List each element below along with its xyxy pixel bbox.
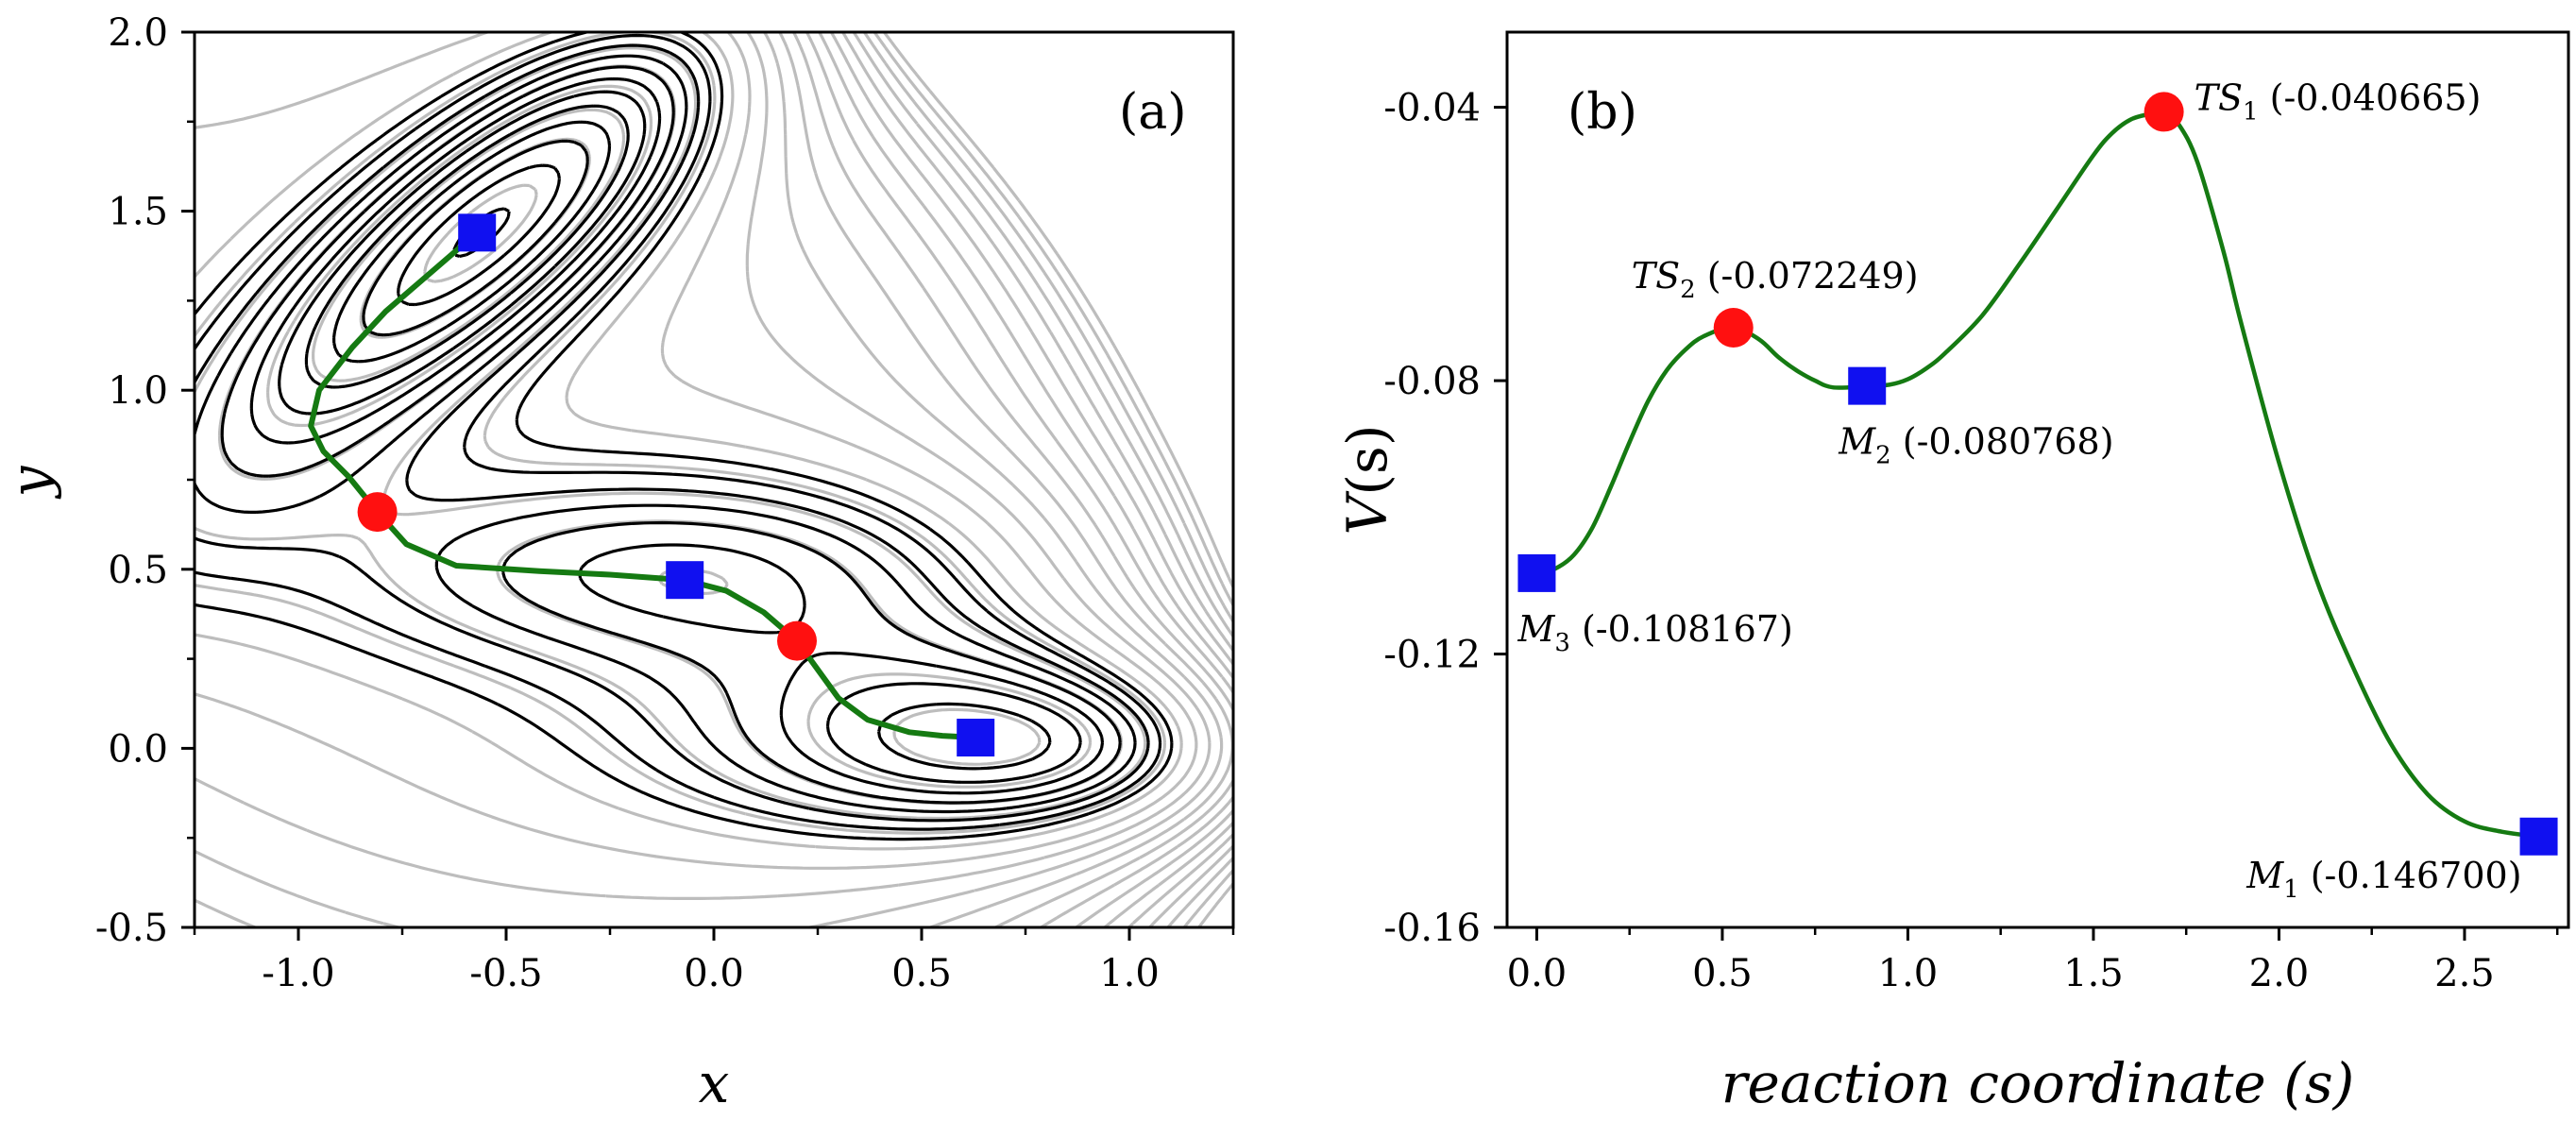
x-tick-label: 1.5 [2063,952,2124,995]
point-label-subscript: 1 [2243,97,2259,126]
point-label: M3 (-0.108167) [1517,608,1792,657]
minimum-marker [957,719,995,757]
point-label-subscript: 2 [1680,276,1696,304]
y-tick-label: -0.12 [1383,634,1481,677]
x-tick-label: 2.0 [2249,952,2310,995]
x-tick-label: 0.0 [1507,952,1568,995]
point-label-value: (-0.072249) [1696,255,1919,297]
contour-line-light [195,32,1233,927]
contour-line-light [829,32,1233,927]
x-axis-title: x [699,1051,730,1115]
contour-line-light [312,108,1042,766]
axis-ticks: -1.0 -0.5 0.0 0.5 1.0 -0.5 0.0 0.5 1.0 1.5 2.0 [95,11,1235,995]
point-annotations: M3 (-0.108167)TS2 (-0.072249)M2 (-0.0807… [1517,76,2521,903]
y-tick-label: -0.08 [1383,360,1481,403]
y-axis-title-main: V [1335,490,1399,535]
point-label: M1 (-0.146700) [2246,855,2521,904]
minimum-marker [1848,366,1887,405]
point-label-name: TS [2195,76,2243,118]
contour-line-light [791,32,1233,927]
y-tick-label: 0.5 [108,549,168,592]
point-label-subscript: 3 [1554,629,1570,657]
minimum-marker [666,561,704,600]
point-label-value: (-0.080768) [1891,421,2114,463]
point-label-name: M [1838,421,1876,463]
y-axis-title-arg: (s) [1335,425,1399,496]
contour-line-dark [397,163,561,307]
y-tick-label: -0.5 [95,907,168,950]
point-label-subscript: 2 [1875,442,1891,470]
panel-b-energy-profile: 0.0 0.5 1.0 1.5 2.0 2.5 -0.04 -0.08 -0.12 -0.16 (… [1335,30,2570,1115]
contour-line-light [852,32,1233,927]
contour-line-dashed [195,32,1174,841]
panel-a-contour-plot: -1.0 -0.5 0.0 0.5 1.0 -0.5 0.0 0.5 1.0 1.5 2.0 (a)… [0,11,1235,1115]
point-label: TS2 (-0.072249) [1632,255,1919,304]
x-tick-label: -0.5 [469,952,542,995]
point-label-subscript: 1 [2283,875,2299,904]
energy-curve-line [1535,109,2539,840]
contour-line-dark [304,104,1052,771]
energy-curve [1535,109,2539,840]
point-label-value: (-0.040665) [2259,76,2482,118]
contour-lines [195,32,1233,927]
saddle-marker [1713,307,1754,348]
x-tick-label: 2.5 [2434,952,2495,995]
x-tick-label: 1.0 [1099,952,1160,995]
point-label-value: (-0.146700) [2299,855,2522,896]
axis-ticks: 0.0 0.5 1.0 1.5 2.0 2.5 -0.04 -0.08 -0.12 -0.16 [1383,87,2559,995]
contour-line-dark [220,65,1122,805]
contour-line-light [195,32,1167,835]
panel-label-b: (b) [1568,84,1637,141]
contour-line-dark [195,43,1150,823]
y-axis-title: V(s) [1335,425,1399,535]
contour-line-light [805,32,1233,927]
contour-line-light [840,32,1233,927]
saddle-marker [357,492,398,533]
contour-line-light [882,32,1233,927]
reaction-path-line [308,229,979,740]
contour-line-light [195,32,1183,851]
point-label-name: M [2246,855,2284,896]
saddle-marker [2144,92,2184,132]
contour-line-light [817,32,1233,927]
contour-line-light [195,32,1224,927]
y-tick-label: -0.16 [1383,907,1481,950]
panel-label-a: (a) [1119,84,1187,141]
stationary-points [357,213,995,757]
reaction-path [308,229,979,740]
minimum-marker [1517,553,1556,592]
y-tick-label: 1.5 [108,191,168,234]
contour-line-light [862,32,1233,927]
y-tick-label: 1.0 [108,369,168,413]
x-axis-title: reaction coordinate (s) [1721,1051,2354,1115]
point-label-name: M [1517,608,1555,650]
x-tick-label: 1.0 [1878,952,1939,995]
stationary-points [1517,92,2558,856]
contour-line-light [195,32,1198,870]
contour-line-dark [195,33,1162,831]
contour-line-light [195,32,1212,900]
contour-line-dark [362,139,589,337]
minimum-marker [2519,817,2558,856]
point-label: TS1 (-0.040665) [2195,76,2482,126]
y-tick-label: 2.0 [108,11,168,55]
point-label: M2 (-0.080768) [1838,421,2113,470]
contour-line-dark [278,90,1082,784]
y-tick-label: 0.0 [108,727,168,771]
x-tick-label: -1.0 [262,952,334,995]
x-tick-label: 0.5 [891,952,952,995]
x-tick-label: 0.5 [1692,952,1753,995]
point-label-name: TS [1632,255,1680,297]
y-tick-label: -0.04 [1383,87,1481,130]
plot-frame [1505,30,2570,929]
point-label-value: (-0.108167) [1570,608,1793,650]
y-axis-title: y [0,465,62,500]
x-tick-label: 0.0 [684,952,744,995]
contour-line-dark [195,54,1137,814]
saddle-marker [777,620,817,661]
minimum-marker [458,213,497,252]
